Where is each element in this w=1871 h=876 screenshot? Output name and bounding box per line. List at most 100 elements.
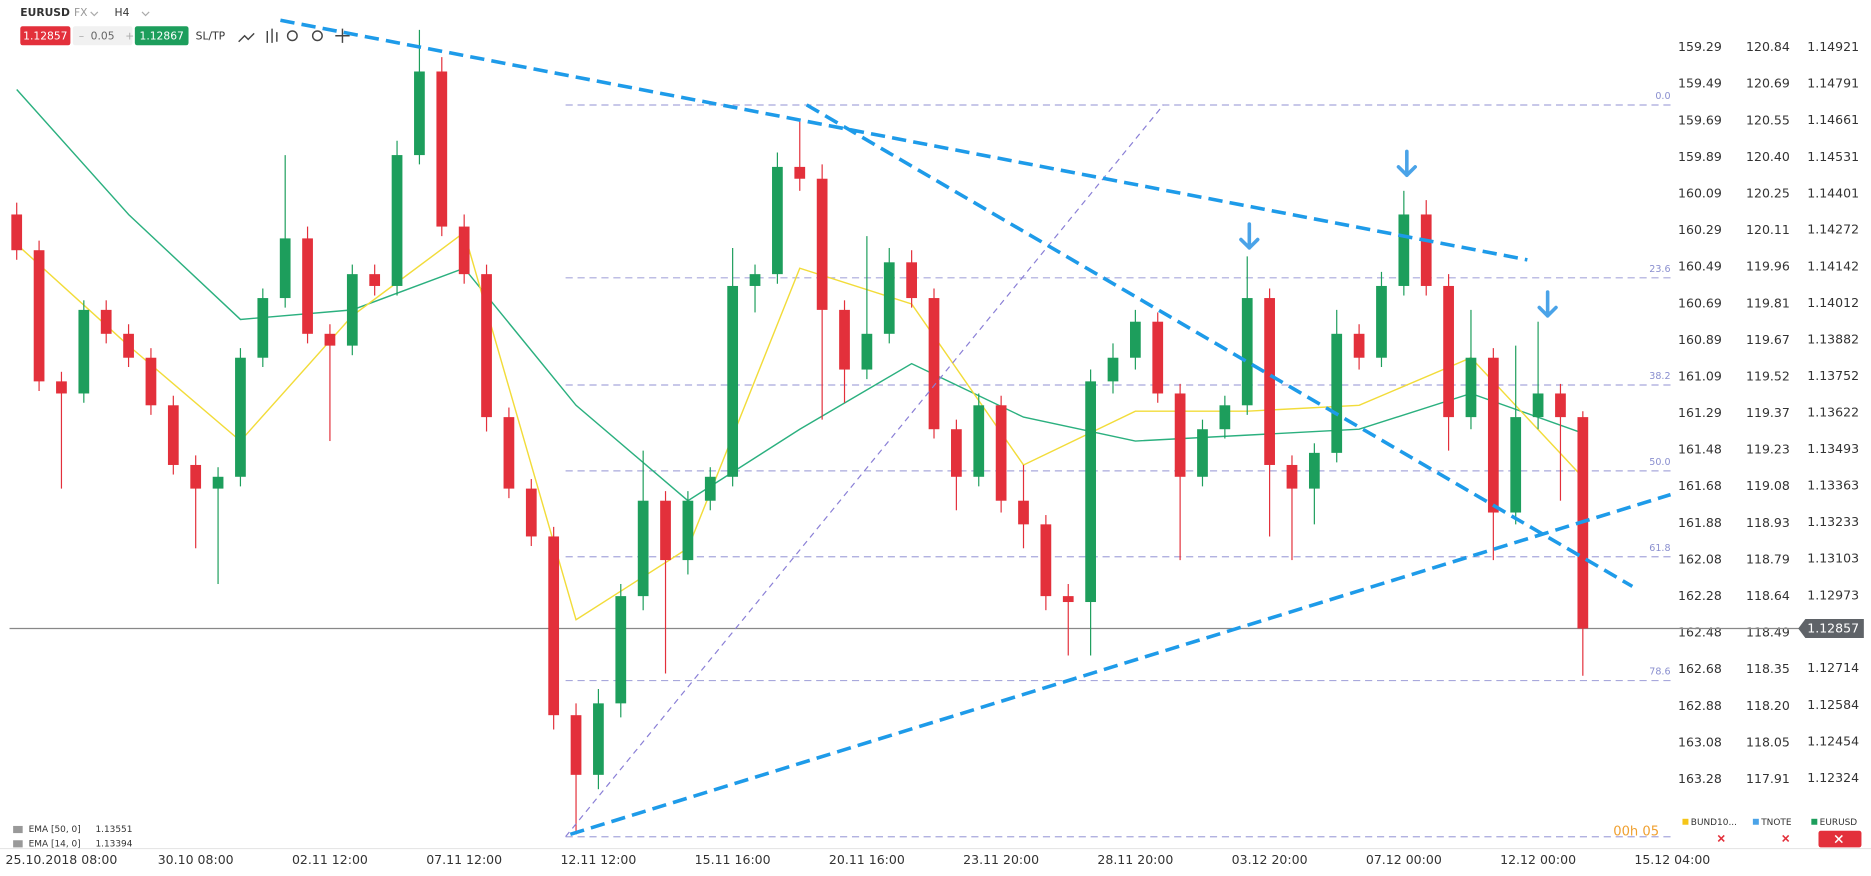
candle-body <box>56 381 67 394</box>
candle-body <box>1062 596 1074 603</box>
fib-label: 38.2 <box>1649 371 1670 382</box>
y-tick-label: 159.49 <box>1678 76 1722 91</box>
y-tick-label: 1.12454 <box>1807 733 1859 748</box>
y-tick-label: 1.13233 <box>1807 514 1859 529</box>
y-tick-label: 119.67 <box>1746 332 1790 347</box>
y-tick-label: 119.81 <box>1746 295 1790 310</box>
bid-price[interactable]: 1.12857 <box>23 29 67 42</box>
legend-name[interactable]: EMA [14, 0] <box>29 839 81 849</box>
candle-body <box>302 238 313 334</box>
y-tick-label: 1.13363 <box>1807 478 1859 493</box>
candle-body <box>995 405 1007 501</box>
y-tick-label: 161.29 <box>1678 405 1722 420</box>
line-tool-icon[interactable] <box>238 32 255 43</box>
y-tick-label: 162.08 <box>1678 551 1722 566</box>
zoom-in-icon[interactable] <box>311 30 323 42</box>
timeframe[interactable]: H4 <box>115 6 130 19</box>
candle-body <box>1152 321 1164 394</box>
y-tick-label: 161.88 <box>1678 515 1722 530</box>
y-tick-label: 1.14791 <box>1807 76 1859 91</box>
remove-button[interactable] <box>1818 830 1862 848</box>
candle-body <box>883 262 895 334</box>
x-tick-label: 07.12 00:00 <box>1366 852 1442 867</box>
timer: 00h 05 <box>1613 824 1659 839</box>
x-tick-label: 07.11 12:00 <box>426 852 502 867</box>
plus[interactable]: + <box>125 29 134 42</box>
current-price-label: 1.12857 <box>1807 621 1859 636</box>
candle-body <box>1107 357 1119 382</box>
plot-area: 0.0 23.6 38.2 50.0 61.8 78.6 25.10.2018 08:00 3… <box>6 29 1864 867</box>
y-tick-label: 120.40 <box>1746 149 1790 164</box>
y-tick-label: 118.20 <box>1746 698 1790 713</box>
x-tick-label: 15.11 16:00 <box>695 852 771 867</box>
fib-label: 50.0 <box>1649 457 1670 468</box>
minus[interactable]: – <box>79 29 84 42</box>
legend-label[interactable]: TNOTE <box>1760 818 1792 828</box>
candle-body <box>123 333 134 358</box>
bid-box[interactable] <box>20 26 71 46</box>
y-tick-label: 118.35 <box>1746 661 1790 676</box>
zoom-out-icon[interactable] <box>286 30 298 42</box>
y-tick-label: 161.48 <box>1678 442 1722 457</box>
y-tick-label: 1.12973 <box>1807 587 1859 602</box>
y-tick-label: 119.08 <box>1746 478 1790 493</box>
ema-line <box>16 231 1584 621</box>
y-tick-label: 1.12714 <box>1807 660 1859 675</box>
y-tick-label: 119.96 <box>1746 259 1790 274</box>
candle-body <box>1331 333 1343 453</box>
remove-icon <box>1834 834 1843 844</box>
crosshair-icon[interactable] <box>335 28 350 43</box>
y-tick-label: 118.93 <box>1746 515 1790 530</box>
y-tick-label: 1.13882 <box>1807 332 1859 347</box>
candle-body <box>1465 357 1477 418</box>
fib-label: 61.8 <box>1649 543 1670 554</box>
y-tick-label: 160.29 <box>1678 222 1722 237</box>
price-tag <box>1798 618 1864 639</box>
legend-label[interactable]: EURUSD <box>1820 818 1858 828</box>
y-tick-label: 1.14272 <box>1807 222 1859 237</box>
candles-icon[interactable] <box>266 28 278 43</box>
candle-body <box>212 476 224 489</box>
legend-label[interactable]: BUND10... <box>1691 818 1737 828</box>
y-tick-label: 163.08 <box>1678 734 1722 749</box>
candle-body <box>749 274 761 286</box>
ask-box[interactable] <box>134 26 189 46</box>
spread-box <box>72 26 133 46</box>
spread: 0.05 <box>91 29 115 42</box>
x-tick-label: 25.10.2018 08:00 <box>6 852 118 867</box>
candle-body <box>928 298 940 430</box>
legend-name[interactable]: EMA [50, 0] <box>29 825 81 835</box>
candle-body <box>1443 285 1454 418</box>
trend-line[interactable] <box>805 103 1634 588</box>
candle-body <box>816 178 828 310</box>
y-tick-label: 162.48 <box>1678 625 1722 640</box>
caret <box>90 11 99 17</box>
y-tick-label: 163.28 <box>1678 771 1722 786</box>
fib-label: 0.0 <box>1655 91 1670 102</box>
candle-body <box>11 214 23 251</box>
fib-label: 23.6 <box>1649 264 1670 275</box>
candle-body <box>1286 464 1298 489</box>
candle-body <box>279 238 291 299</box>
market[interactable]: FX <box>74 6 88 19</box>
y-tick-label: 162.68 <box>1678 661 1722 676</box>
ask-price[interactable]: 1.12867 <box>140 29 184 42</box>
legend-value: 1.13551 <box>95 825 132 835</box>
trend-line[interactable] <box>280 18 1528 262</box>
y-tick-label: 1.13622 <box>1807 405 1859 420</box>
x-tick-label: 28.11 20:00 <box>1097 852 1173 867</box>
x-tick-label: 03.12 20:00 <box>1232 852 1308 867</box>
candle-body <box>525 488 537 537</box>
y-tick-label: 160.09 <box>1678 186 1722 201</box>
y-tick-label: 1.14661 <box>1807 112 1859 127</box>
y-tick-label: 1.14401 <box>1807 185 1859 200</box>
y-tick-label: 120.84 <box>1746 39 1790 54</box>
candle-body <box>570 715 582 775</box>
candle-body <box>78 309 90 394</box>
y-tick-label: 159.89 <box>1678 149 1722 164</box>
y-tick-label: 1.12584 <box>1807 697 1859 712</box>
symbol[interactable]: EURUSD <box>20 6 70 19</box>
y-tick-label: 159.69 <box>1678 112 1722 127</box>
sltp-button[interactable]: SL/TP <box>196 29 226 42</box>
